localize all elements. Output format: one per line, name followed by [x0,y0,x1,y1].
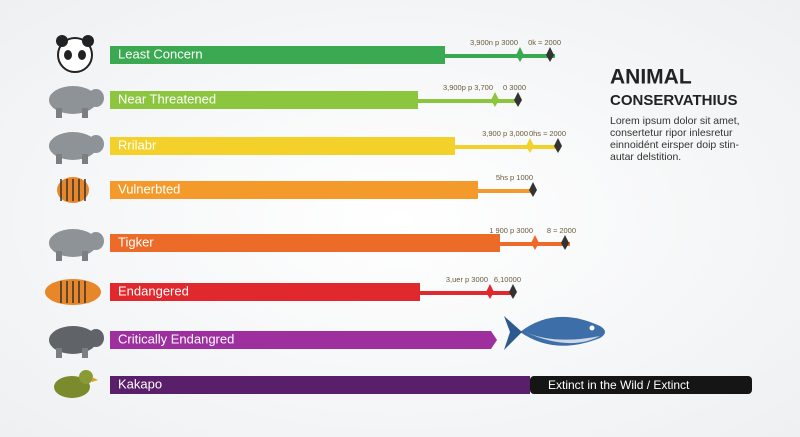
row-label: Critically Endangred [118,331,234,346]
bar [110,181,478,199]
animal-icon [49,132,104,164]
icon-part [88,135,104,153]
icon-part [57,37,93,73]
extinct-label: Extinct in the Wild / Extinct [548,378,690,392]
bar [110,331,497,349]
bar [110,376,530,394]
icon-part [49,326,97,354]
icon-part [88,89,104,107]
icon-part [56,108,62,118]
animal-icon [57,177,89,203]
row-label: Near Threatened [118,91,216,106]
row-note: 0hs ≈ 2000 [529,129,566,138]
icon-part [82,348,88,358]
marker [554,138,562,153]
bar [110,91,418,109]
animal-icon [49,229,104,261]
marker [546,47,554,62]
icon-part [82,35,94,47]
icon-part [79,370,93,384]
icon-part [82,154,88,164]
row-note: 3,900 p 3,000 [482,129,528,138]
bar [110,46,445,64]
row-note: 3,900n p 3000 [470,38,518,47]
marker [514,92,522,107]
bar [110,234,500,252]
row-note: 6,10000 [494,275,521,284]
marker [561,235,569,250]
title: ANIMAL [610,66,692,89]
body-line: einnoidént eirsper doip stin- [610,139,739,151]
row-label: Endangered [118,283,189,298]
fish-icon [504,316,605,350]
marker [526,138,534,153]
row-note: 0k ≈ 2000 [528,38,561,47]
icon-part [64,50,72,60]
row-label: Vulnerbted [118,181,180,196]
icon-part [82,108,88,118]
animal-icon [49,86,104,118]
bar [110,137,455,155]
marker [529,182,537,197]
marker [531,235,539,250]
animal-icon [56,35,94,73]
row-label: Kakapo [118,376,162,391]
row-note: 1 900 p 3000 [489,226,533,235]
row-note: 3,900p p 3,700 [443,83,493,92]
icon-part [78,50,86,60]
animal-icon [45,279,101,305]
icon-part [56,348,62,358]
bar-extinct [530,376,752,394]
icon-part [56,35,68,47]
row-label: Tigker [118,234,154,249]
marker [486,284,494,299]
rows: Least Concern 3,900n p 3000 0k ≈ 2000 Near … [45,35,752,398]
icon-part [82,251,88,261]
row-label: Least Concern [118,46,203,61]
body-line: Lorem ipsum dolor sit amet, [610,115,740,127]
subtitle: CONSERVATHIUS [610,92,738,109]
marker [509,284,517,299]
animal-icon [49,326,104,358]
icon-part [56,154,62,164]
row-label: Rrilabr [118,137,157,152]
row-note: 8 ≈ 2000 [547,226,576,235]
icon-part [49,132,97,160]
icon-part [49,229,97,257]
icon-part [49,86,97,114]
icon-part [88,329,104,347]
marker [491,92,499,107]
marker [516,47,524,62]
icon-part [88,232,104,250]
body-text: Lorem ipsum dolor sit amet,consertetur r… [610,115,740,163]
body-line: autar delstition. [610,151,681,163]
animal-icon [54,370,98,398]
bar [110,283,420,301]
body-line: consertetur ripor inlesretur [610,127,733,139]
icon-part [56,251,62,261]
row-note: 5hs p 1000 [496,173,533,182]
row-note: 3,uer p 3000 [446,275,488,284]
icon-part [92,377,98,382]
row-note: 0 3000 [503,83,526,92]
